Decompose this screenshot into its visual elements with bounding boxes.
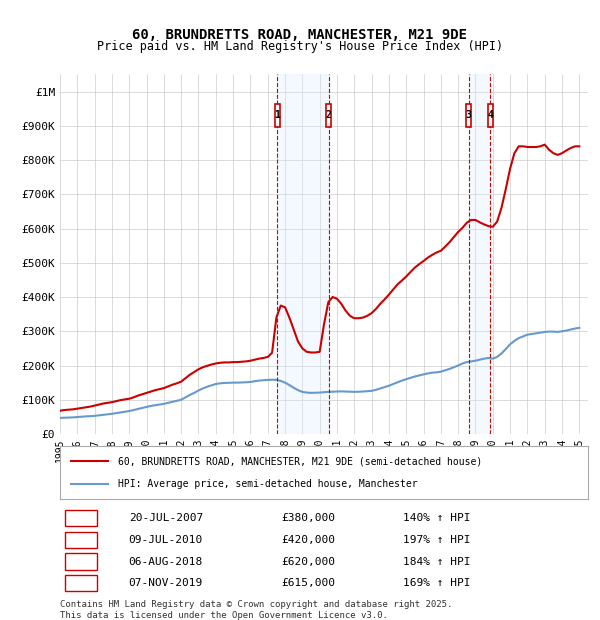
Bar bbox=[469, 74, 490, 434]
Text: £380,000: £380,000 bbox=[282, 513, 336, 523]
Bar bbox=[277, 74, 329, 434]
Text: 2: 2 bbox=[78, 535, 85, 545]
Text: 184% ↑ HPI: 184% ↑ HPI bbox=[403, 557, 471, 567]
FancyBboxPatch shape bbox=[65, 554, 97, 570]
Text: 2: 2 bbox=[326, 110, 332, 120]
FancyBboxPatch shape bbox=[275, 104, 280, 128]
FancyBboxPatch shape bbox=[65, 575, 97, 591]
Text: 3: 3 bbox=[78, 557, 85, 567]
Text: 07-NOV-2019: 07-NOV-2019 bbox=[128, 578, 203, 588]
FancyBboxPatch shape bbox=[65, 532, 97, 548]
Text: 4: 4 bbox=[78, 578, 85, 588]
Text: HPI: Average price, semi-detached house, Manchester: HPI: Average price, semi-detached house,… bbox=[118, 479, 418, 489]
Text: 60, BRUNDRETTS ROAD, MANCHESTER, M21 9DE: 60, BRUNDRETTS ROAD, MANCHESTER, M21 9DE bbox=[133, 28, 467, 42]
Text: £620,000: £620,000 bbox=[282, 557, 336, 567]
Text: 169% ↑ HPI: 169% ↑ HPI bbox=[403, 578, 471, 588]
FancyBboxPatch shape bbox=[466, 104, 471, 128]
Text: 20-JUL-2007: 20-JUL-2007 bbox=[128, 513, 203, 523]
Text: 09-JUL-2010: 09-JUL-2010 bbox=[128, 535, 203, 545]
Text: £615,000: £615,000 bbox=[282, 578, 336, 588]
Text: 06-AUG-2018: 06-AUG-2018 bbox=[128, 557, 203, 567]
Text: 197% ↑ HPI: 197% ↑ HPI bbox=[403, 535, 471, 545]
FancyBboxPatch shape bbox=[326, 104, 331, 128]
Text: 1: 1 bbox=[274, 110, 280, 120]
FancyBboxPatch shape bbox=[488, 104, 493, 128]
Text: Price paid vs. HM Land Registry's House Price Index (HPI): Price paid vs. HM Land Registry's House … bbox=[97, 40, 503, 53]
Text: £420,000: £420,000 bbox=[282, 535, 336, 545]
Text: 140% ↑ HPI: 140% ↑ HPI bbox=[403, 513, 471, 523]
FancyBboxPatch shape bbox=[65, 510, 97, 526]
Text: 60, BRUNDRETTS ROAD, MANCHESTER, M21 9DE (semi-detached house): 60, BRUNDRETTS ROAD, MANCHESTER, M21 9DE… bbox=[118, 456, 482, 466]
Text: 3: 3 bbox=[466, 110, 472, 120]
Text: 1: 1 bbox=[78, 513, 85, 523]
Text: Contains HM Land Registry data © Crown copyright and database right 2025.
This d: Contains HM Land Registry data © Crown c… bbox=[60, 600, 452, 619]
Text: 4: 4 bbox=[487, 110, 493, 120]
